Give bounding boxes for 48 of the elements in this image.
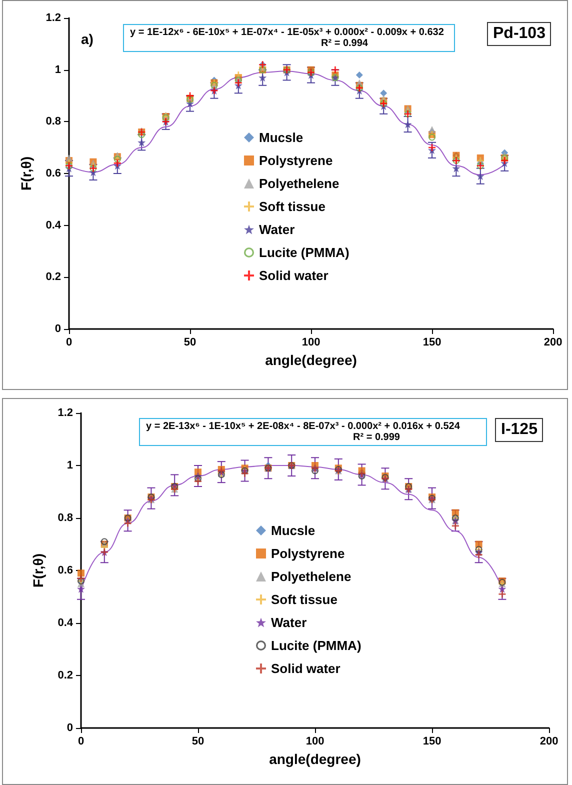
y-tick-label: 0.6 <box>46 168 61 180</box>
annotation: y = 2E-13x⁶ - 1E-10x⁵ + 2E-08x⁴ - 8E-07x³ - 0.000x² + 0.016x + 0.524 <box>146 421 461 432</box>
legend-label: Soft tissue <box>271 592 338 607</box>
y-tick-label: 0.4 <box>58 617 74 629</box>
x-tick-label: 150 <box>422 336 442 348</box>
x-tick-label: 200 <box>540 736 558 748</box>
annotation: y = 1E-12x⁶ - 6E-10x⁵ + 1E-07x⁴ - 1E-05x³ + 0.000x² - 0.009x + 0.632 <box>130 27 445 38</box>
legend-label: Soft tissue <box>259 199 326 214</box>
legend-label: Polyethelene <box>259 176 340 191</box>
legend-label: Polystyrene <box>259 153 333 168</box>
y-tick-label: 1 <box>66 460 73 472</box>
x-tick-label: 0 <box>78 736 84 748</box>
legend-label: Mucsle <box>271 523 316 538</box>
legend-label: Polystyrene <box>271 546 345 561</box>
y-tick-label: 1.2 <box>46 12 61 24</box>
y-axis-title: F(r,θ) <box>18 156 34 191</box>
y-tick-label: 0.6 <box>58 564 73 576</box>
y-tick-label: 1.2 <box>58 407 73 419</box>
y-tick-label: 0.4 <box>46 219 62 232</box>
x-tick-label: 100 <box>306 736 324 748</box>
annotation: Pd-103 <box>487 22 552 46</box>
annotation: R² = 0.994 <box>320 38 369 49</box>
y-tick-label: 0.8 <box>46 116 61 128</box>
legend-label: Water <box>271 615 307 630</box>
legend-label: Solid water <box>271 661 340 676</box>
y-tick-label: 0 <box>66 722 73 734</box>
y-tick-label: 0.2 <box>46 271 61 284</box>
legend-label: Lucite (PMMA) <box>271 638 362 653</box>
x-tick-label: 200 <box>544 336 562 348</box>
annotation: a) <box>81 31 94 47</box>
legend-label: Solid water <box>259 268 328 283</box>
annotation: I-125 <box>495 418 544 442</box>
x-tick-label: 100 <box>302 336 320 348</box>
legend-label: Water <box>259 222 295 237</box>
y-tick-label: 0 <box>54 323 61 335</box>
legend-label: Polyethelene <box>271 569 352 584</box>
x-tick-label: 150 <box>422 736 442 748</box>
x-axis-title: angle(degree) <box>265 352 357 368</box>
annotation: R² = 0.999 <box>352 432 401 443</box>
y-tick-label: 0.8 <box>58 512 73 524</box>
x-axis-title: angle(degree) <box>269 750 361 767</box>
legend-label: Mucsle <box>259 130 304 145</box>
y-axis-title: F(r,θ) <box>30 553 46 588</box>
y-tick-label: 0.2 <box>58 670 73 682</box>
x-tick-label: 50 <box>184 336 196 348</box>
x-tick-label: 50 <box>192 736 204 748</box>
legend-label: Lucite (PMMA) <box>259 245 350 260</box>
y-tick-label: 1 <box>54 64 61 76</box>
